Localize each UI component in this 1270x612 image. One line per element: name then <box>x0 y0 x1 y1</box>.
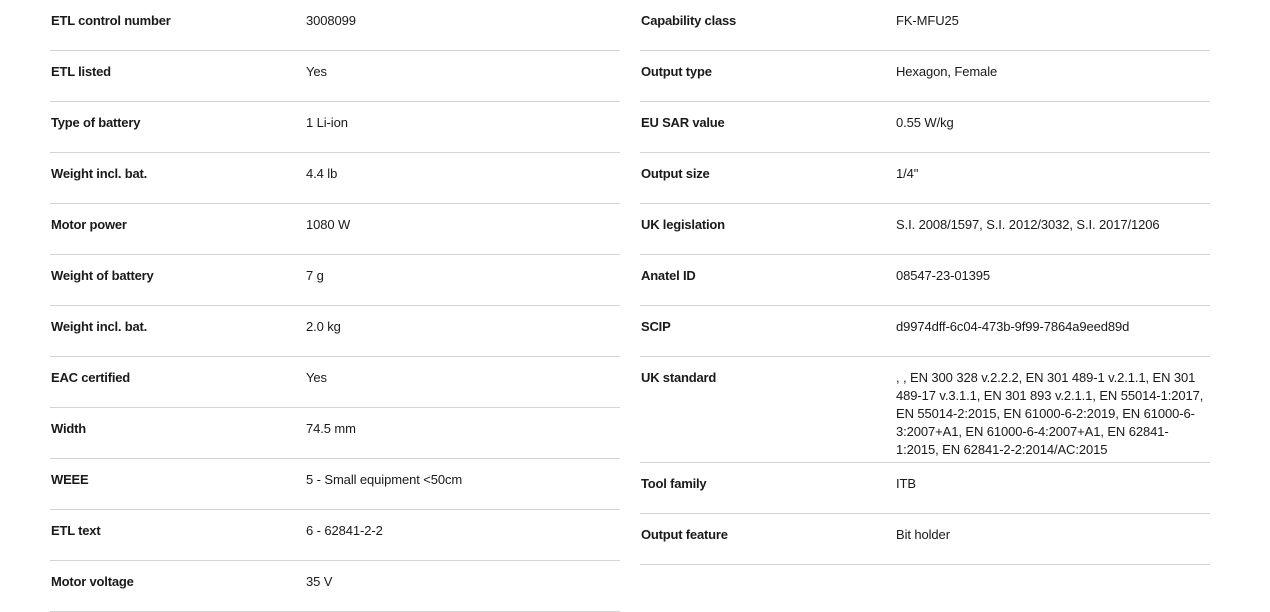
spec-row: ETL text 6 - 62841-2-2 <box>50 510 620 561</box>
spec-value: 0.55 W/kg <box>896 115 954 130</box>
spec-value: 5 - Small equipment <50cm <box>306 472 463 487</box>
spec-label: Capability class <box>641 13 737 28</box>
spec-row: Type of battery 1 Li-ion <box>50 102 620 153</box>
spec-value: Yes <box>306 64 327 79</box>
spec-value: FK-MFU25 <box>896 13 959 28</box>
spec-row: Output size 1/4" <box>640 153 1210 204</box>
spec-label: Weight incl. bat. <box>51 319 148 334</box>
spec-row: Motor voltage 35 V <box>50 561 620 612</box>
spec-label: Width <box>51 421 86 436</box>
spec-value: d9974dff-6c04-473b-9f99-7864a9eed89d <box>896 319 1130 334</box>
spec-label: ETL listed <box>51 64 111 79</box>
spec-value: 08547-23-01395 <box>896 268 991 283</box>
spec-value: 4.4 lb <box>306 166 338 181</box>
spec-row: Capability class FK-MFU25 <box>640 0 1210 51</box>
spec-label: ETL control number <box>51 13 171 28</box>
spec-label: Motor power <box>51 217 127 232</box>
spec-value: Bit holder <box>896 527 950 542</box>
spec-value: 6 - 62841-2-2 <box>306 523 383 538</box>
spec-row: SCIP d9974dff-6c04-473b-9f99-7864a9eed89d <box>640 306 1210 357</box>
spec-row: Weight incl. bat. 4.4 lb <box>50 153 620 204</box>
spec-value: Yes <box>306 370 327 385</box>
spec-value: 35 V <box>306 574 333 589</box>
spec-row: Motor power 1080 W <box>50 204 620 255</box>
spec-value: 3008099 <box>306 13 356 28</box>
spec-row: EAC certified Yes <box>50 357 620 408</box>
spec-row: UK legislation S.I. 2008/1597, S.I. 2012/… <box>640 204 1210 255</box>
spec-row: ETL listed Yes <box>50 51 620 102</box>
spec-row: Width 74.5 mm <box>50 408 620 459</box>
spec-value: S.I. 2008/1597, S.I. 2012/3032, S.I. 201… <box>896 217 1160 232</box>
spec-label: SCIP <box>641 319 671 334</box>
spec-value: , , EN 300 328 v.2.2.2, EN 301 489-1 v.2… <box>896 370 1204 457</box>
spec-label: Type of battery <box>51 115 141 130</box>
spec-row: Output feature Bit holder <box>640 514 1210 565</box>
spec-label: UK standard <box>641 370 717 385</box>
spec-value: 74.5 mm <box>306 421 356 436</box>
spec-row: Tool family ITB <box>640 463 1210 514</box>
spec-label: Weight of battery <box>51 268 154 283</box>
spec-label: UK legislation <box>641 217 725 232</box>
spec-value: ITB <box>896 476 916 491</box>
spec-value: 7 g <box>306 268 324 283</box>
spec-value: 2.0 kg <box>306 319 341 334</box>
spec-row: Anatel ID 08547-23-01395 <box>640 255 1210 306</box>
spec-row: EU SAR value 0.55 W/kg <box>640 102 1210 153</box>
spec-row: WEEE 5 - Small equipment <50cm <box>50 459 620 510</box>
spec-label: Tool family <box>641 476 707 491</box>
spec-row: UK standard , , EN 300 328 v.2.2.2, EN 30… <box>640 357 1210 463</box>
spec-label: Output size <box>641 166 710 181</box>
spec-row: Weight incl. bat. 2.0 kg <box>50 306 620 357</box>
spec-label: Motor voltage <box>51 574 134 589</box>
spec-value: Hexagon, Female <box>896 64 998 79</box>
spec-column-right: Capability class FK-MFU25 Output type Hexag… <box>640 0 1210 565</box>
spec-value: 1/4" <box>896 166 919 181</box>
spec-row: Output type Hexagon, Female <box>640 51 1210 102</box>
spec-column-left: ETL control number 3008099 ETL listed Yes Ty… <box>50 0 620 612</box>
spec-label: WEEE <box>51 472 89 487</box>
spec-label: Weight incl. bat. <box>51 166 148 181</box>
spec-label: Output type <box>641 64 712 79</box>
spec-value: 1080 W <box>306 217 351 232</box>
spec-label: Output feature <box>641 527 728 542</box>
spec-row: Weight of battery 7 g <box>50 255 620 306</box>
spec-label: EAC certified <box>51 370 131 385</box>
spec-label: Anatel ID <box>641 268 696 283</box>
spec-label: ETL text <box>51 523 101 538</box>
spec-row: ETL control number 3008099 <box>50 0 620 51</box>
spec-value: 1 Li-ion <box>306 115 348 130</box>
spec-label: EU SAR value <box>641 115 725 130</box>
